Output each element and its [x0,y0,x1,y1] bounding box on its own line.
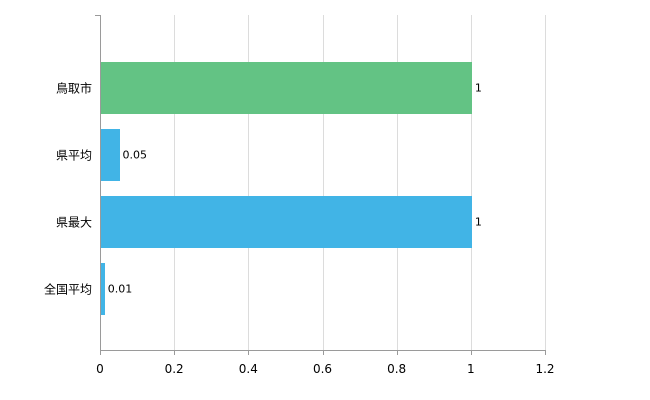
x-axis-tick [545,351,546,355]
x-axis-tick [174,351,176,355]
x-axis-tick [100,351,101,355]
bar [101,129,120,181]
bar-value-label: 1 [474,215,482,229]
gridline [545,15,546,350]
x-axis-tick-label: 1 [467,362,475,376]
y-axis-category-label: 鳥取市 [55,81,92,96]
bar [101,263,105,315]
y-axis-category-label: 県最大 [55,215,92,230]
gridline [174,15,176,350]
bar-value-label: 0.05 [122,148,148,162]
gridline [396,15,398,350]
gridline [470,15,472,350]
x-axis-tick-label: 0.6 [312,362,333,376]
gridline [322,15,324,350]
x-axis-tick-label: 0.2 [164,362,184,376]
x-axis-line [100,350,546,351]
x-axis-tick-label: 1.2 [535,362,555,376]
x-axis-tick [396,351,398,355]
bar [101,62,472,114]
bar-value-label: 0.01 [107,282,133,296]
x-axis-tick-label: 0.4 [238,362,258,376]
bar [101,196,472,248]
bar-value-label: 1 [474,81,482,95]
gridline [248,15,250,350]
x-axis-tick [470,351,472,355]
y-axis-category-label: 全国平均 [43,282,92,297]
y-axis-tick [95,15,100,16]
y-axis-category-label: 県平均 [55,148,92,163]
x-axis-tick [248,351,250,355]
y-axis-line [100,15,101,351]
x-axis-tick [322,351,324,355]
x-axis-tick-label: 0 [96,362,104,376]
x-axis-tick-label: 0.8 [387,362,407,376]
